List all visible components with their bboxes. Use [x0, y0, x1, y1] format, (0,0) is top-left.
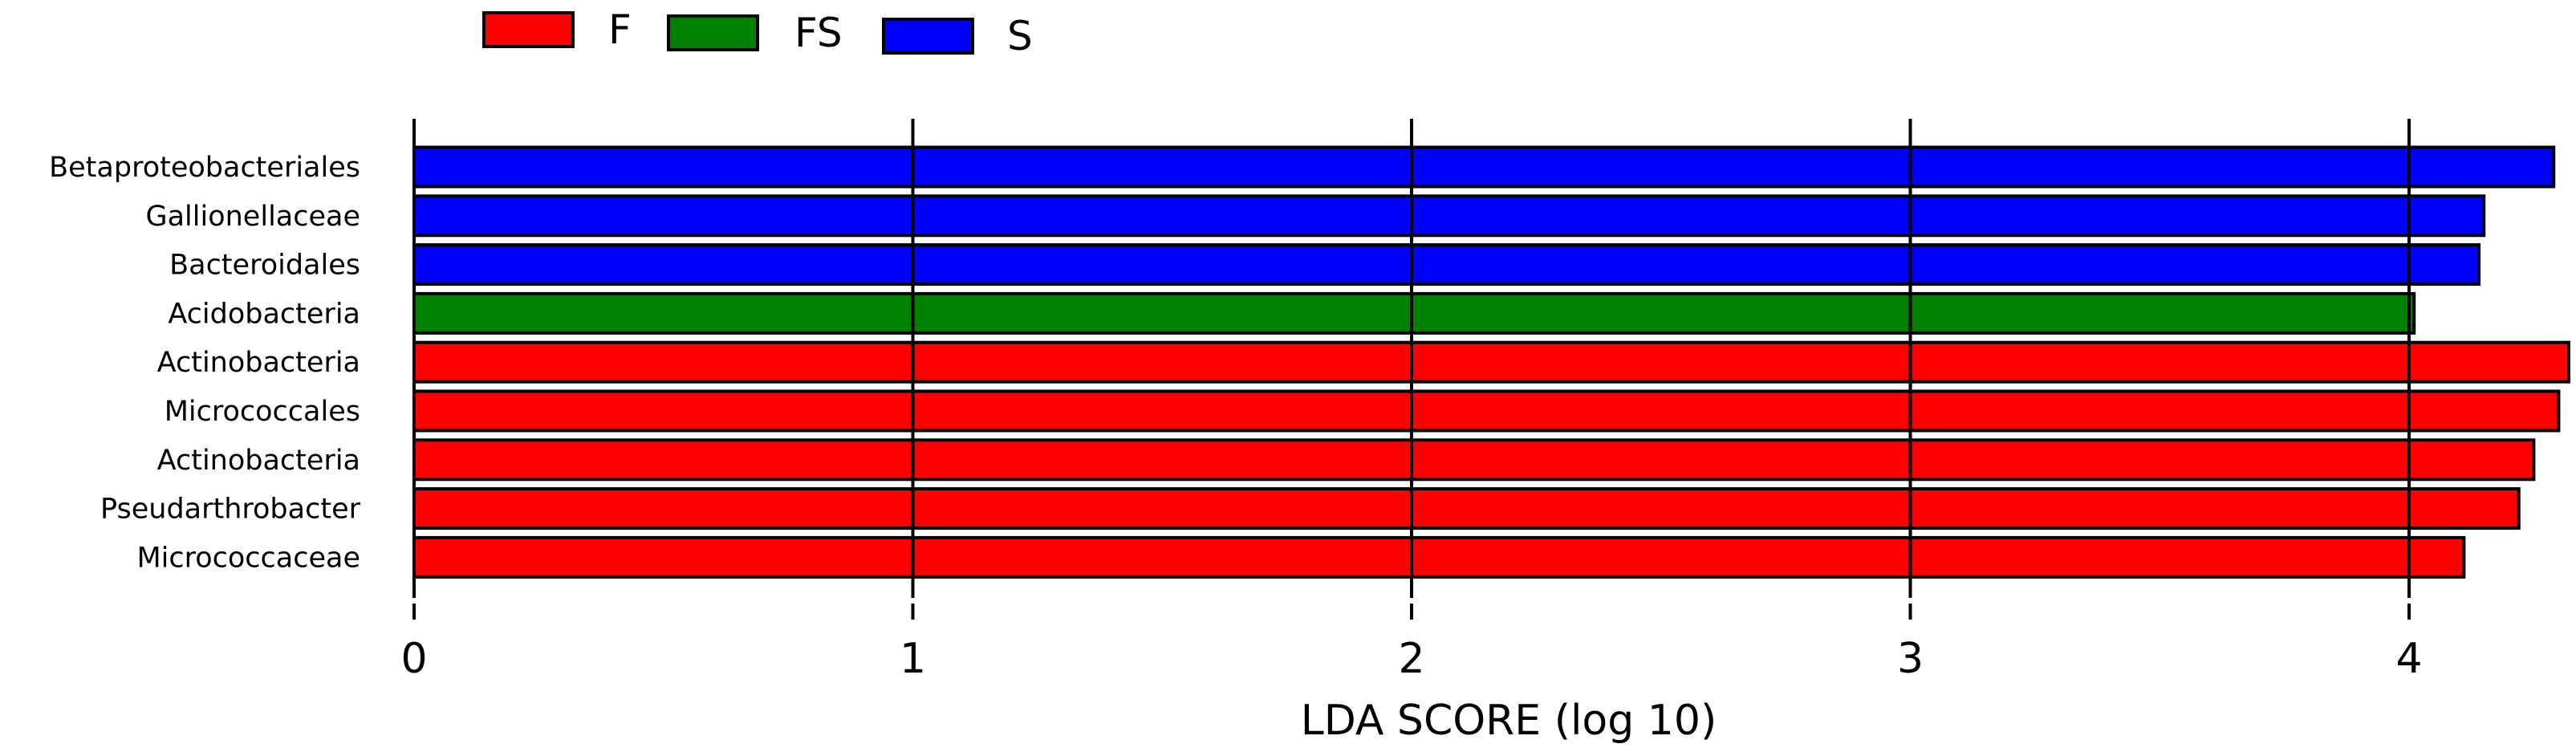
bar-4: [412, 291, 2416, 335]
legend-swatch-s: [882, 18, 974, 55]
bar-9: [412, 535, 2466, 579]
bar-1: [412, 145, 2556, 189]
legend: F FS S: [482, 6, 1033, 59]
x-tick-label-3: 3: [1897, 635, 1924, 683]
bars-group: [412, 145, 2570, 579]
bar-8: [412, 487, 2521, 530]
bar-2: [412, 194, 2486, 238]
bar-6: [412, 389, 2561, 433]
category-labels: Betaproteobacteriales Gallionellaceae Bact…: [49, 152, 360, 574]
legend-swatch-fs: [667, 14, 759, 51]
legend-label-f: F: [608, 6, 632, 53]
x-axis-title: LDA SCORE (log 10): [1301, 697, 1717, 745]
gridlines: [412, 119, 2411, 598]
legend-swatch-f: [482, 11, 575, 48]
category-label-2: Gallionellaceae: [145, 201, 360, 233]
x-tick-label-0: 0: [400, 635, 427, 683]
category-label-1: Betaproteobacteriales: [49, 152, 360, 184]
x-tick-label-4: 4: [2395, 635, 2422, 683]
legend-label-s: S: [1007, 13, 1033, 59]
bar-3: [412, 243, 2481, 287]
legend-label-fs: FS: [794, 10, 843, 56]
x-tick-label-1: 1: [900, 635, 926, 683]
category-label-4: Acidobacteria: [168, 298, 360, 330]
x-tick-label-2: 2: [1398, 635, 1424, 683]
bar-5: [412, 340, 2570, 384]
category-label-5: Actinobacteria: [157, 347, 360, 379]
category-label-7: Actinobacteria: [157, 445, 360, 477]
category-label-3: Bacteroidales: [169, 250, 360, 282]
category-label-8: Pseudarthrobacter: [100, 494, 361, 526]
category-label-9: Micrococcaceae: [136, 542, 360, 574]
bar-7: [412, 438, 2536, 482]
x-axis: 0 1 2 3 4: [400, 604, 2423, 683]
category-label-6: Micrococcales: [165, 396, 360, 428]
